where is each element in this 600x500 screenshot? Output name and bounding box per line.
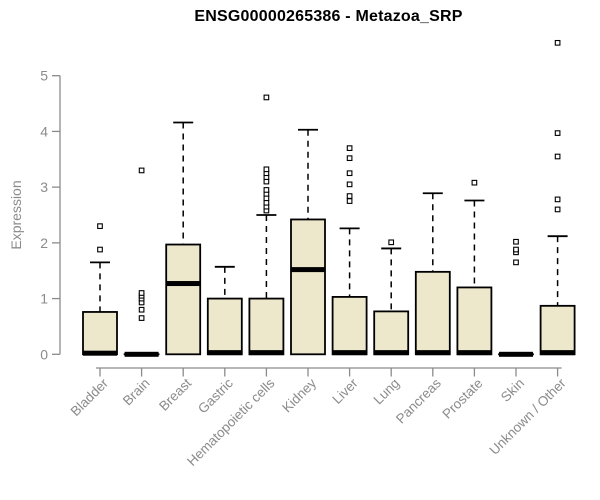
box bbox=[290, 218, 326, 356]
outlier-point bbox=[554, 206, 561, 213]
x-tick-label: Liver bbox=[329, 375, 361, 407]
outlier-point bbox=[263, 187, 270, 193]
y-tick-label: 3 bbox=[40, 179, 48, 195]
y-tick-label: 2 bbox=[40, 235, 48, 251]
median-line bbox=[166, 281, 201, 287]
median-line bbox=[249, 350, 284, 356]
box bbox=[456, 286, 493, 356]
outlier-point bbox=[513, 238, 519, 245]
outlier-point bbox=[346, 181, 353, 188]
median-line bbox=[499, 351, 533, 357]
outlier-point bbox=[471, 179, 478, 186]
x-tick-label: Skin bbox=[498, 376, 527, 405]
chart-title: ENSG00000265386 - Metazoa_SRP bbox=[194, 8, 463, 25]
y-tick-label: 4 bbox=[40, 123, 48, 139]
outlier-point bbox=[138, 306, 145, 313]
outlier-point bbox=[263, 94, 270, 101]
box bbox=[414, 270, 451, 356]
box bbox=[539, 304, 576, 356]
outlier-point bbox=[346, 155, 353, 162]
box bbox=[82, 311, 118, 356]
outlier-point bbox=[346, 193, 353, 199]
y-tick-label: 1 bbox=[40, 291, 48, 307]
median-line bbox=[207, 350, 242, 356]
box bbox=[331, 296, 368, 356]
median-line bbox=[374, 350, 409, 356]
outlier-point bbox=[263, 166, 270, 173]
outlier-point bbox=[513, 246, 519, 253]
median-line bbox=[415, 350, 450, 356]
x-tick-label: Gastric bbox=[195, 375, 236, 416]
outlier-point bbox=[346, 145, 353, 151]
median-line bbox=[291, 267, 325, 273]
median-line bbox=[83, 350, 117, 356]
outlier-point bbox=[388, 239, 395, 246]
outlier-point bbox=[97, 246, 103, 253]
x-tick-label: Prostate bbox=[439, 376, 485, 422]
x-tick-label: Breast bbox=[156, 375, 194, 413]
y-tick-label: 0 bbox=[40, 346, 48, 362]
box bbox=[373, 310, 410, 356]
outlier-point bbox=[554, 196, 561, 203]
box bbox=[165, 243, 202, 356]
outlier-point bbox=[346, 170, 353, 177]
outlier-point bbox=[138, 315, 145, 321]
x-tick-label: Unknown / Other bbox=[486, 375, 569, 458]
box bbox=[206, 297, 243, 356]
outlier-point bbox=[346, 198, 353, 204]
outlier-point bbox=[513, 259, 519, 266]
outlier-point bbox=[97, 223, 103, 229]
outlier-point bbox=[554, 153, 561, 160]
x-tick-label: Brain bbox=[120, 376, 153, 409]
median-line bbox=[124, 351, 159, 357]
outlier-point bbox=[138, 167, 145, 174]
x-tick-label: Kidney bbox=[279, 375, 319, 415]
median-line bbox=[457, 350, 492, 356]
outlier-point bbox=[554, 130, 561, 136]
outlier-point bbox=[138, 290, 145, 296]
outlier-point bbox=[554, 39, 561, 46]
median-line bbox=[332, 350, 367, 356]
y-tick-label: 5 bbox=[40, 68, 48, 84]
x-tick-label: Pancreas bbox=[393, 375, 444, 426]
median-line bbox=[540, 350, 575, 356]
box bbox=[248, 297, 285, 356]
x-tick-label: Lung bbox=[370, 376, 402, 408]
x-tick-label: Bladder bbox=[68, 375, 112, 419]
